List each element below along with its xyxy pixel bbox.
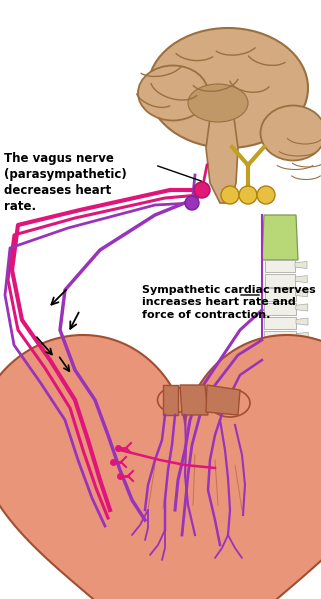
Polygon shape <box>262 215 298 260</box>
Polygon shape <box>265 260 295 273</box>
Polygon shape <box>263 373 297 386</box>
Ellipse shape <box>188 84 248 122</box>
Polygon shape <box>263 388 297 400</box>
Polygon shape <box>296 290 308 297</box>
Polygon shape <box>296 304 308 311</box>
Polygon shape <box>298 403 309 410</box>
Text: The vagus nerve
(parasympathetic)
decreases heart
rate.: The vagus nerve (parasympathetic) decrea… <box>4 152 127 213</box>
Polygon shape <box>265 288 296 301</box>
Ellipse shape <box>138 65 208 120</box>
Polygon shape <box>264 345 297 358</box>
Circle shape <box>221 186 239 204</box>
Polygon shape <box>264 302 296 315</box>
Polygon shape <box>0 335 321 599</box>
Polygon shape <box>296 318 308 325</box>
Polygon shape <box>262 416 298 428</box>
Circle shape <box>257 186 275 204</box>
Ellipse shape <box>210 389 250 417</box>
Circle shape <box>185 196 199 210</box>
Polygon shape <box>263 359 297 371</box>
Ellipse shape <box>261 105 321 161</box>
Polygon shape <box>296 332 308 339</box>
Ellipse shape <box>148 28 308 148</box>
Polygon shape <box>295 276 307 283</box>
Polygon shape <box>263 402 298 414</box>
Polygon shape <box>180 385 208 415</box>
Polygon shape <box>298 418 310 424</box>
Polygon shape <box>297 375 309 382</box>
Polygon shape <box>295 261 307 268</box>
Polygon shape <box>297 346 308 353</box>
Text: Sympathetic cardiac nerves
increases heart rate and
force of contraction.: Sympathetic cardiac nerves increases hea… <box>142 285 316 320</box>
Circle shape <box>194 182 210 198</box>
Circle shape <box>239 186 257 204</box>
Polygon shape <box>206 118 238 203</box>
Polygon shape <box>163 385 178 415</box>
Polygon shape <box>206 385 240 415</box>
Polygon shape <box>264 317 296 329</box>
Ellipse shape <box>158 388 193 413</box>
Polygon shape <box>297 361 309 368</box>
Polygon shape <box>265 274 295 287</box>
Polygon shape <box>264 331 296 343</box>
Polygon shape <box>297 389 309 396</box>
